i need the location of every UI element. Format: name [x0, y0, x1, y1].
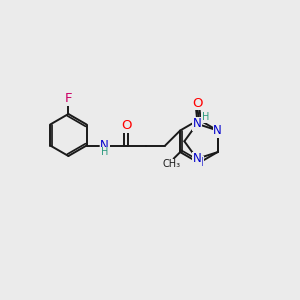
Text: H: H — [202, 112, 209, 122]
Text: CH₃: CH₃ — [162, 159, 180, 169]
Text: H: H — [101, 147, 108, 157]
Text: N: N — [100, 139, 109, 152]
Text: N: N — [193, 152, 201, 165]
Text: F: F — [65, 92, 72, 105]
Text: O: O — [192, 97, 203, 110]
Text: O: O — [121, 119, 131, 132]
Text: N: N — [213, 124, 222, 137]
Text: N: N — [193, 117, 201, 130]
Text: N: N — [194, 156, 203, 170]
